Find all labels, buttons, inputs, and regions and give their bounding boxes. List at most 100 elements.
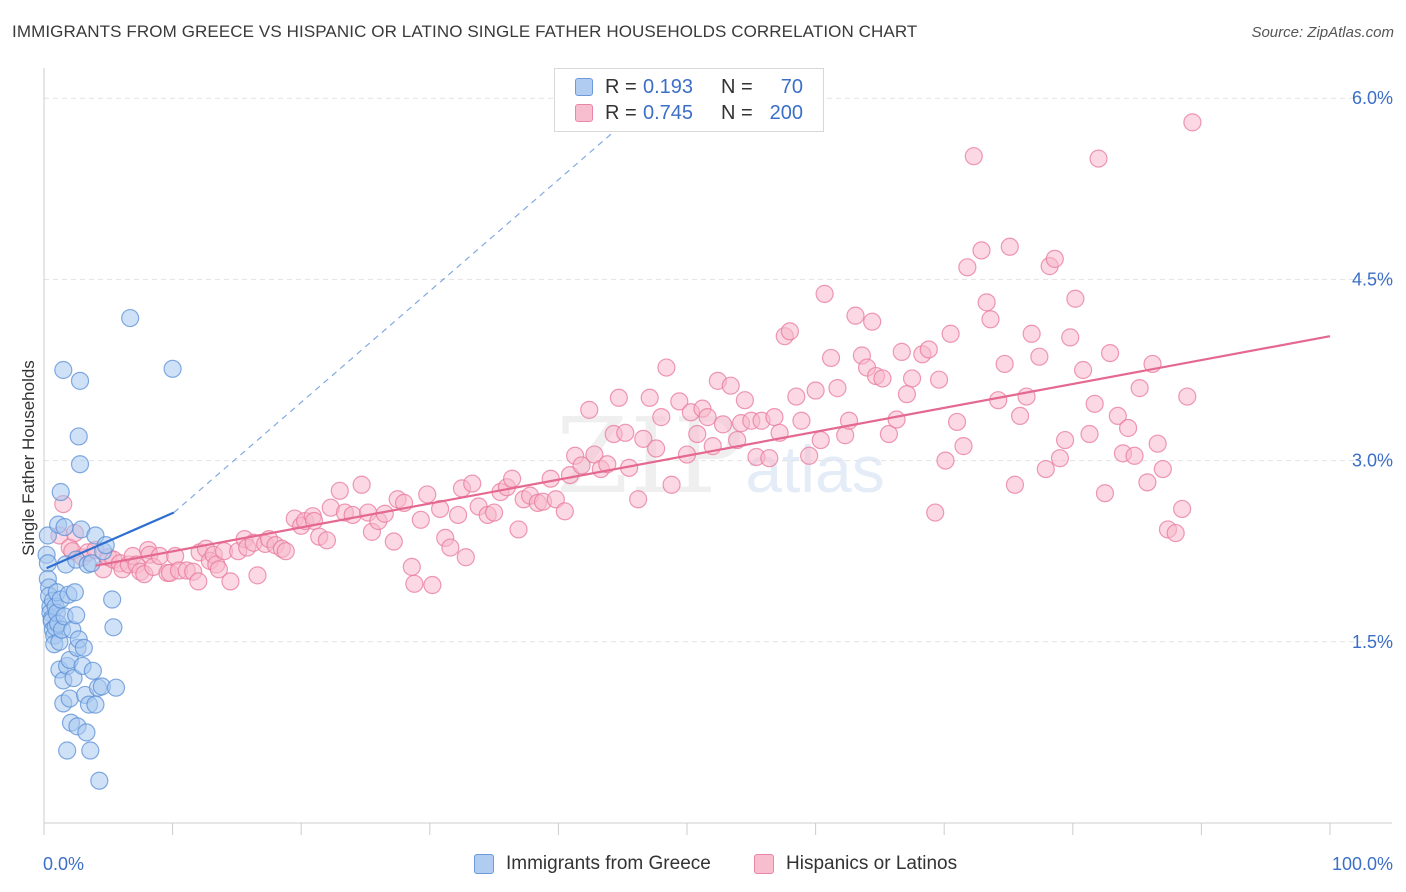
point-hispanic <box>806 381 825 400</box>
point-hispanic <box>423 575 442 595</box>
point-hispanic <box>209 560 228 579</box>
point-hispanic <box>902 369 922 388</box>
point-hispanic <box>1108 406 1127 426</box>
point-hispanic <box>657 358 676 377</box>
point-hispanic <box>276 542 295 561</box>
point-hispanic <box>580 400 599 419</box>
point-hispanic <box>821 348 841 368</box>
point-hispanic <box>670 392 689 411</box>
point-hispanic <box>863 312 882 331</box>
r-value: 0.193 <box>643 75 694 98</box>
stats-legend: R = 0.193 N = 70 R = 0.745 N = 200 <box>554 68 824 132</box>
point-hispanic <box>811 430 830 450</box>
point-hispanic <box>485 503 504 522</box>
point-greece <box>86 695 105 714</box>
point-greece <box>70 455 90 474</box>
point-hispanic <box>879 424 899 444</box>
point-hispanic <box>698 408 717 427</box>
trend-line-greece <box>46 511 175 570</box>
n-value: 70 <box>780 75 803 98</box>
point-hispanic <box>1030 347 1049 366</box>
point-hispanic <box>964 147 983 166</box>
point-hispanic <box>546 490 565 509</box>
point-greece <box>55 517 74 537</box>
point-hispanic <box>456 548 475 567</box>
point-hispanic <box>343 505 362 525</box>
y-axis-title: Single Father Households <box>19 360 38 556</box>
point-hispanic <box>150 546 169 566</box>
chart-title: IMMIGRANTS FROM GREECE VS HISPANIC OR LA… <box>12 22 918 41</box>
point-hispanic <box>989 391 1008 410</box>
point-hispanic <box>787 387 806 406</box>
point-hispanic <box>330 481 349 500</box>
point-hispanic <box>609 388 628 407</box>
point-hispanic <box>503 469 522 488</box>
point-hispanic <box>958 258 977 277</box>
y-tick-label: 3.0% <box>1352 451 1393 471</box>
point-greece <box>64 668 83 688</box>
point-hispanic <box>640 388 659 407</box>
point-hispanic <box>713 415 733 434</box>
point-hispanic <box>929 370 949 389</box>
point-hispanic <box>892 342 911 361</box>
point-hispanic <box>1080 424 1099 444</box>
point-hispanic <box>1010 406 1030 426</box>
point-hispanic <box>1173 499 1192 519</box>
point-hispanic <box>981 310 1000 329</box>
legend-label-greece: Immigrants from Greece <box>506 853 711 874</box>
point-hispanic <box>1118 418 1138 438</box>
trend-line-hispanic <box>95 335 1331 567</box>
point-hispanic <box>936 451 955 470</box>
legend-item-hispanic[interactable]: Hispanics or Latinos <box>754 852 957 876</box>
point-greece <box>82 554 101 573</box>
legend-swatch-hispanic <box>754 854 774 874</box>
point-greece <box>77 723 96 742</box>
point-hispanic <box>1130 379 1149 398</box>
point-greece <box>104 618 123 637</box>
point-hispanic <box>411 510 430 529</box>
point-hispanic <box>815 284 834 303</box>
point-hispanic <box>555 502 574 521</box>
n-label: N = <box>721 101 753 124</box>
point-hispanic <box>1166 523 1185 543</box>
stats-swatch-greece <box>575 78 593 96</box>
point-hispanic <box>405 574 424 593</box>
point-greece <box>81 741 100 760</box>
point-hispanic <box>1089 149 1108 168</box>
point-hispanic <box>954 437 973 456</box>
point-greece <box>51 482 70 502</box>
point-hispanic <box>317 531 337 550</box>
n-label: N = <box>721 75 753 98</box>
point-greece <box>83 661 102 680</box>
point-greece <box>65 583 84 602</box>
point-hispanic <box>846 306 865 325</box>
point-hispanic <box>1066 289 1085 308</box>
point-hispanic <box>572 456 591 475</box>
point-hispanic <box>941 324 960 343</box>
point-greece <box>121 308 140 328</box>
n-value: 200 <box>769 101 803 124</box>
stats-swatch-hispanic <box>575 104 593 122</box>
point-hispanic <box>448 505 468 525</box>
point-hispanic <box>897 385 917 404</box>
point-hispanic <box>919 340 938 359</box>
point-greece <box>103 590 122 609</box>
point-hispanic <box>1178 387 1197 406</box>
point-hispanic <box>463 474 482 493</box>
legend-item-greece[interactable]: Immigrants from Greece <box>474 852 711 876</box>
stats-row-greece: R = 0.193 N = 70 <box>575 74 803 100</box>
point-hispanic <box>662 475 681 494</box>
point-greece <box>67 606 86 625</box>
point-hispanic <box>509 520 528 539</box>
point-hispanic <box>721 376 740 395</box>
point-hispanic <box>780 322 799 341</box>
point-hispanic <box>430 499 450 519</box>
point-hispanic <box>873 369 892 388</box>
point-hispanic <box>189 572 208 591</box>
point-hispanic <box>735 391 754 410</box>
point-hispanic <box>1148 434 1167 453</box>
point-hispanic <box>1125 446 1144 465</box>
point-greece <box>58 741 77 760</box>
point-greece <box>74 638 93 657</box>
point-hispanic <box>1000 237 1019 256</box>
